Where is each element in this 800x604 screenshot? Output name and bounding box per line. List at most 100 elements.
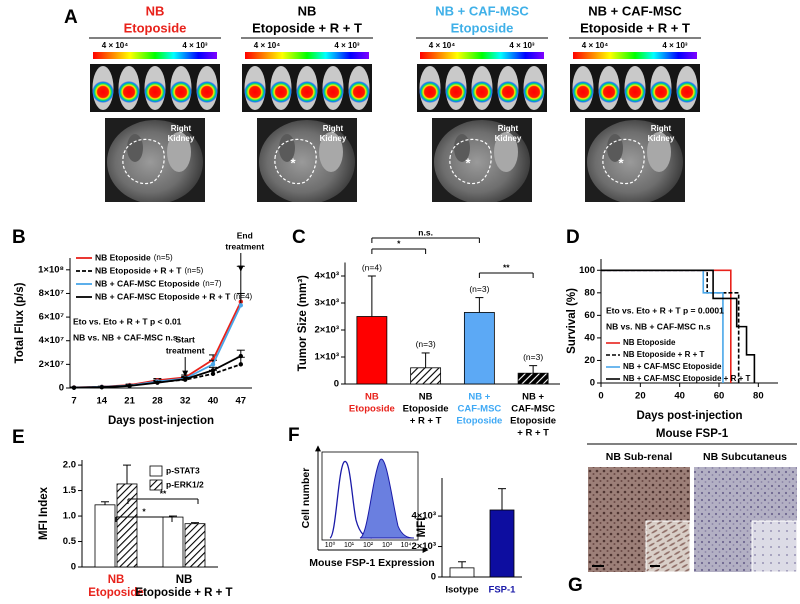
bar (463, 312, 495, 385)
x-tick-label: 10⁰ (325, 541, 336, 549)
n-label: (n=3) (523, 352, 543, 362)
x-tick-label: Etoposide (456, 416, 502, 427)
fsp1-curve (359, 458, 415, 539)
x-tick-label: Isotype (445, 585, 478, 596)
kidney-label: Kidney (648, 134, 675, 143)
y-tick-label: 4×10⁷ (39, 335, 64, 346)
legend-swatch (149, 465, 163, 477)
scale-label: 4 × 10³ (334, 41, 359, 50)
x-tick-label: 0 (598, 391, 603, 402)
point (155, 380, 160, 385)
annotation: treatment (166, 345, 205, 355)
bioluminescence-image (570, 64, 700, 112)
y-axis-label: MFI (416, 518, 428, 538)
inset-subcutaneous (751, 520, 798, 573)
x-tick-label: FSP-1 (489, 585, 517, 596)
column-title: NB + CAF-MSC (435, 3, 529, 18)
column-title: NB Sub-renal (606, 451, 673, 463)
bar (410, 367, 442, 385)
kidney-label: Right (323, 124, 344, 133)
bar (489, 509, 515, 578)
y-tick-label: 4×10³ (314, 271, 339, 282)
column-title: Etoposide (124, 20, 187, 35)
error-bar (529, 365, 538, 374)
x-tick-label: 40 (674, 391, 685, 402)
legend-label: p-ERK1/2 (166, 479, 204, 489)
y-tick-label: 2×10³ (314, 325, 339, 336)
bioluminescence-image (242, 64, 372, 112)
column-title: Etoposide + R + T (580, 20, 690, 35)
panel-label: F (288, 425, 300, 446)
x-tick-label: 7 (71, 396, 76, 407)
x-tick-label: NB + (468, 392, 490, 403)
legend-label: NB + CAF-MSC Etoposide + R + T (623, 374, 750, 383)
kidney-label: Kidney (320, 134, 347, 143)
error-bar (367, 275, 376, 317)
n-label: (n=4) (362, 262, 382, 272)
y-tick-label: 6×10⁷ (39, 312, 64, 323)
legend-n: (n=7) (203, 279, 222, 288)
kidney-label: Right (651, 124, 672, 133)
y-tick-label: 0 (71, 562, 76, 573)
panel-label: E (12, 427, 25, 448)
column-title: NB Subcutaneus (703, 451, 787, 463)
bioluminescence-image (90, 64, 220, 112)
error-bar (475, 297, 484, 313)
x-tick-label: Etoposide (88, 587, 144, 599)
hist-box (321, 451, 419, 541)
point (210, 371, 216, 377)
x-tick-label: CAF-MSC (457, 404, 501, 415)
scale-label: 4 × 10³ (509, 41, 534, 50)
panel-label: C (292, 227, 306, 248)
x-tick-label: 14 (97, 396, 108, 407)
x-tick-label: NB (176, 574, 193, 586)
x-tick-label: 28 (152, 396, 163, 407)
color-scale (573, 52, 697, 59)
column-title: Etoposide (451, 20, 514, 35)
n-label: (n=3) (469, 284, 489, 294)
point (238, 362, 243, 367)
x-tick-label: 47 (236, 396, 247, 407)
bar (162, 516, 184, 568)
y-axis-label: Survival (%) (566, 288, 578, 354)
annotation: Eto vs. Eto + R + T p < 0.01 (73, 316, 182, 326)
legend-n: (n=5) (184, 266, 203, 275)
y-axis-label: Total Flux (p/s) (14, 282, 26, 363)
legend-label: NB Etoposide (623, 338, 676, 347)
legend-label: NB Etoposide + R + T (623, 350, 704, 359)
annotation: Eto vs. Eto + R + T p = 0.0001 (606, 305, 724, 315)
significance: * (397, 238, 401, 248)
histology (587, 443, 798, 573)
isotype-curve (329, 461, 373, 539)
y-tick-label: 1×10³ (314, 352, 339, 363)
x-tick-label: 20 (635, 391, 646, 402)
x-tick-label: NB + (522, 392, 544, 403)
point (99, 384, 105, 390)
bar (116, 483, 138, 568)
significance: n.s. (418, 227, 433, 237)
column-title: NB (298, 3, 317, 18)
bar (449, 567, 475, 578)
kidney-label: Kidney (168, 134, 195, 143)
point (210, 362, 216, 367)
y-tick-label: 1.5 (63, 485, 77, 496)
x-tick-label: 40 (208, 396, 219, 407)
x-tick-label: Etoposide (349, 404, 395, 415)
x-tick-label: CAF-MSC (511, 404, 555, 415)
legend-n: (n=5) (154, 253, 173, 262)
bar (517, 372, 549, 385)
x-tick-label: 10³ (382, 542, 393, 549)
annotation: treatment (225, 241, 264, 251)
point (238, 303, 243, 308)
x-tick-label: + R + T (517, 428, 549, 439)
inset-subrenal (645, 520, 691, 573)
point (210, 368, 216, 373)
y-tick-label: 80 (584, 287, 595, 298)
color-scale (93, 52, 217, 59)
scale-label: 4 × 10⁴ (582, 41, 608, 50)
x-tick-label: 60 (714, 391, 725, 402)
x-axis-label: Days post-injection (108, 415, 214, 427)
panel-label: G (568, 575, 583, 596)
kidney-label: Right (498, 124, 519, 133)
y-tick-label: 1.0 (63, 511, 76, 522)
